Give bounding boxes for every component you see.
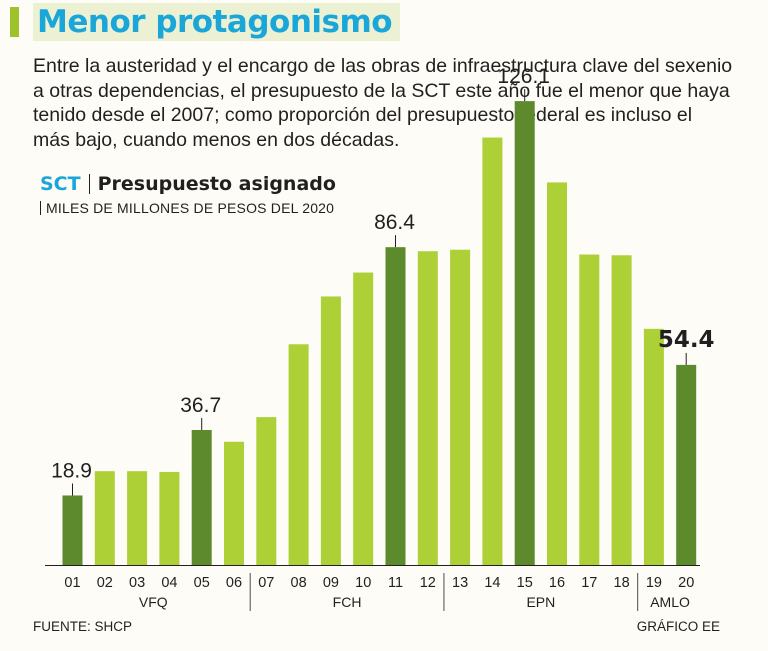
group-label-fch: FCH — [333, 594, 362, 610]
bar-07 — [256, 417, 277, 565]
x-tick-13: 13 — [452, 575, 468, 591]
title-separator — [88, 174, 90, 194]
x-tick-10: 10 — [355, 575, 371, 591]
bar-09 — [320, 296, 341, 565]
bars-layer — [62, 101, 697, 566]
x-tick-19: 19 — [646, 575, 662, 591]
title-block: Menor protagonismo — [10, 2, 401, 42]
data-label-11: 86.4 — [374, 211, 415, 234]
bar-16 — [547, 182, 567, 565]
bar-12 — [417, 251, 438, 566]
bar-19 — [643, 328, 664, 565]
x-tick-20: 20 — [678, 575, 694, 591]
bar-17 — [579, 254, 600, 565]
page-title: Menor protagonismo — [33, 3, 401, 41]
bar-04 — [159, 471, 180, 565]
x-tick-07: 07 — [258, 575, 274, 591]
x-tick-09: 09 — [323, 575, 339, 591]
bar-06 — [224, 441, 244, 565]
x-tick-01: 01 — [64, 575, 80, 591]
bar-08 — [288, 344, 309, 565]
graphic-credit: GRÁFICO EE — [636, 619, 720, 634]
data-label-15: 126.1 — [497, 65, 550, 88]
chart-title-prefix: SCT — [40, 173, 81, 195]
group-label-amlo: AMLO — [650, 594, 690, 610]
x-axis: 01 02 03 04 05 06 07 08 09 10 11 12 13 14 15 16 17 18 19 20… — [45, 565, 700, 611]
x-tick-02: 02 — [97, 575, 113, 591]
x-tick-12: 12 — [420, 575, 436, 591]
chart-subtitle-text: MILES DE MILLONES DE PESOS DEL 2020 — [46, 200, 335, 216]
group-label-vfq: VFQ — [139, 594, 168, 610]
x-tick-08: 08 — [291, 575, 307, 591]
bar-14 — [482, 137, 503, 566]
x-tick-15: 15 — [517, 575, 533, 591]
bar-03 — [127, 471, 148, 565]
x-tick-05: 05 — [194, 575, 210, 591]
chart-title-main: Presupuesto asignado — [97, 173, 336, 195]
subtitle-separator — [40, 201, 41, 215]
data-label-20: 54.4 — [658, 327, 715, 353]
x-tick-04: 04 — [161, 575, 177, 591]
bar-18 — [611, 255, 632, 565]
bar-20 — [676, 364, 697, 565]
data-labels-layer: 18.9 36.7 86.4 126.1 54.4 — [51, 65, 715, 496]
bar-05 — [191, 429, 212, 565]
bar-01 — [62, 495, 83, 565]
chart-subtitle: MILES DE MILLONES DE PESOS DEL 2020 — [40, 200, 334, 216]
x-tick-17: 17 — [581, 575, 597, 591]
x-tick-14: 14 — [484, 575, 500, 591]
data-label-01: 18.9 — [51, 459, 92, 482]
data-label-05: 36.7 — [180, 394, 221, 417]
x-tick-16: 16 — [549, 575, 565, 591]
chart-title: SCT Presupuesto asignado — [40, 171, 336, 197]
group-label-epn: EPN — [526, 594, 555, 610]
bar-15 — [514, 101, 535, 565]
title-accent-bar — [10, 7, 19, 37]
bar-02 — [94, 471, 115, 565]
bar-13 — [450, 249, 471, 565]
x-tick-11: 11 — [388, 575, 403, 591]
bar-11 — [385, 247, 406, 565]
x-tick-18: 18 — [614, 575, 630, 591]
bar-10 — [353, 272, 374, 565]
x-tick-06: 06 — [226, 575, 242, 591]
source-note: FUENTE: SHCP — [33, 619, 133, 634]
x-tick-03: 03 — [129, 575, 145, 591]
